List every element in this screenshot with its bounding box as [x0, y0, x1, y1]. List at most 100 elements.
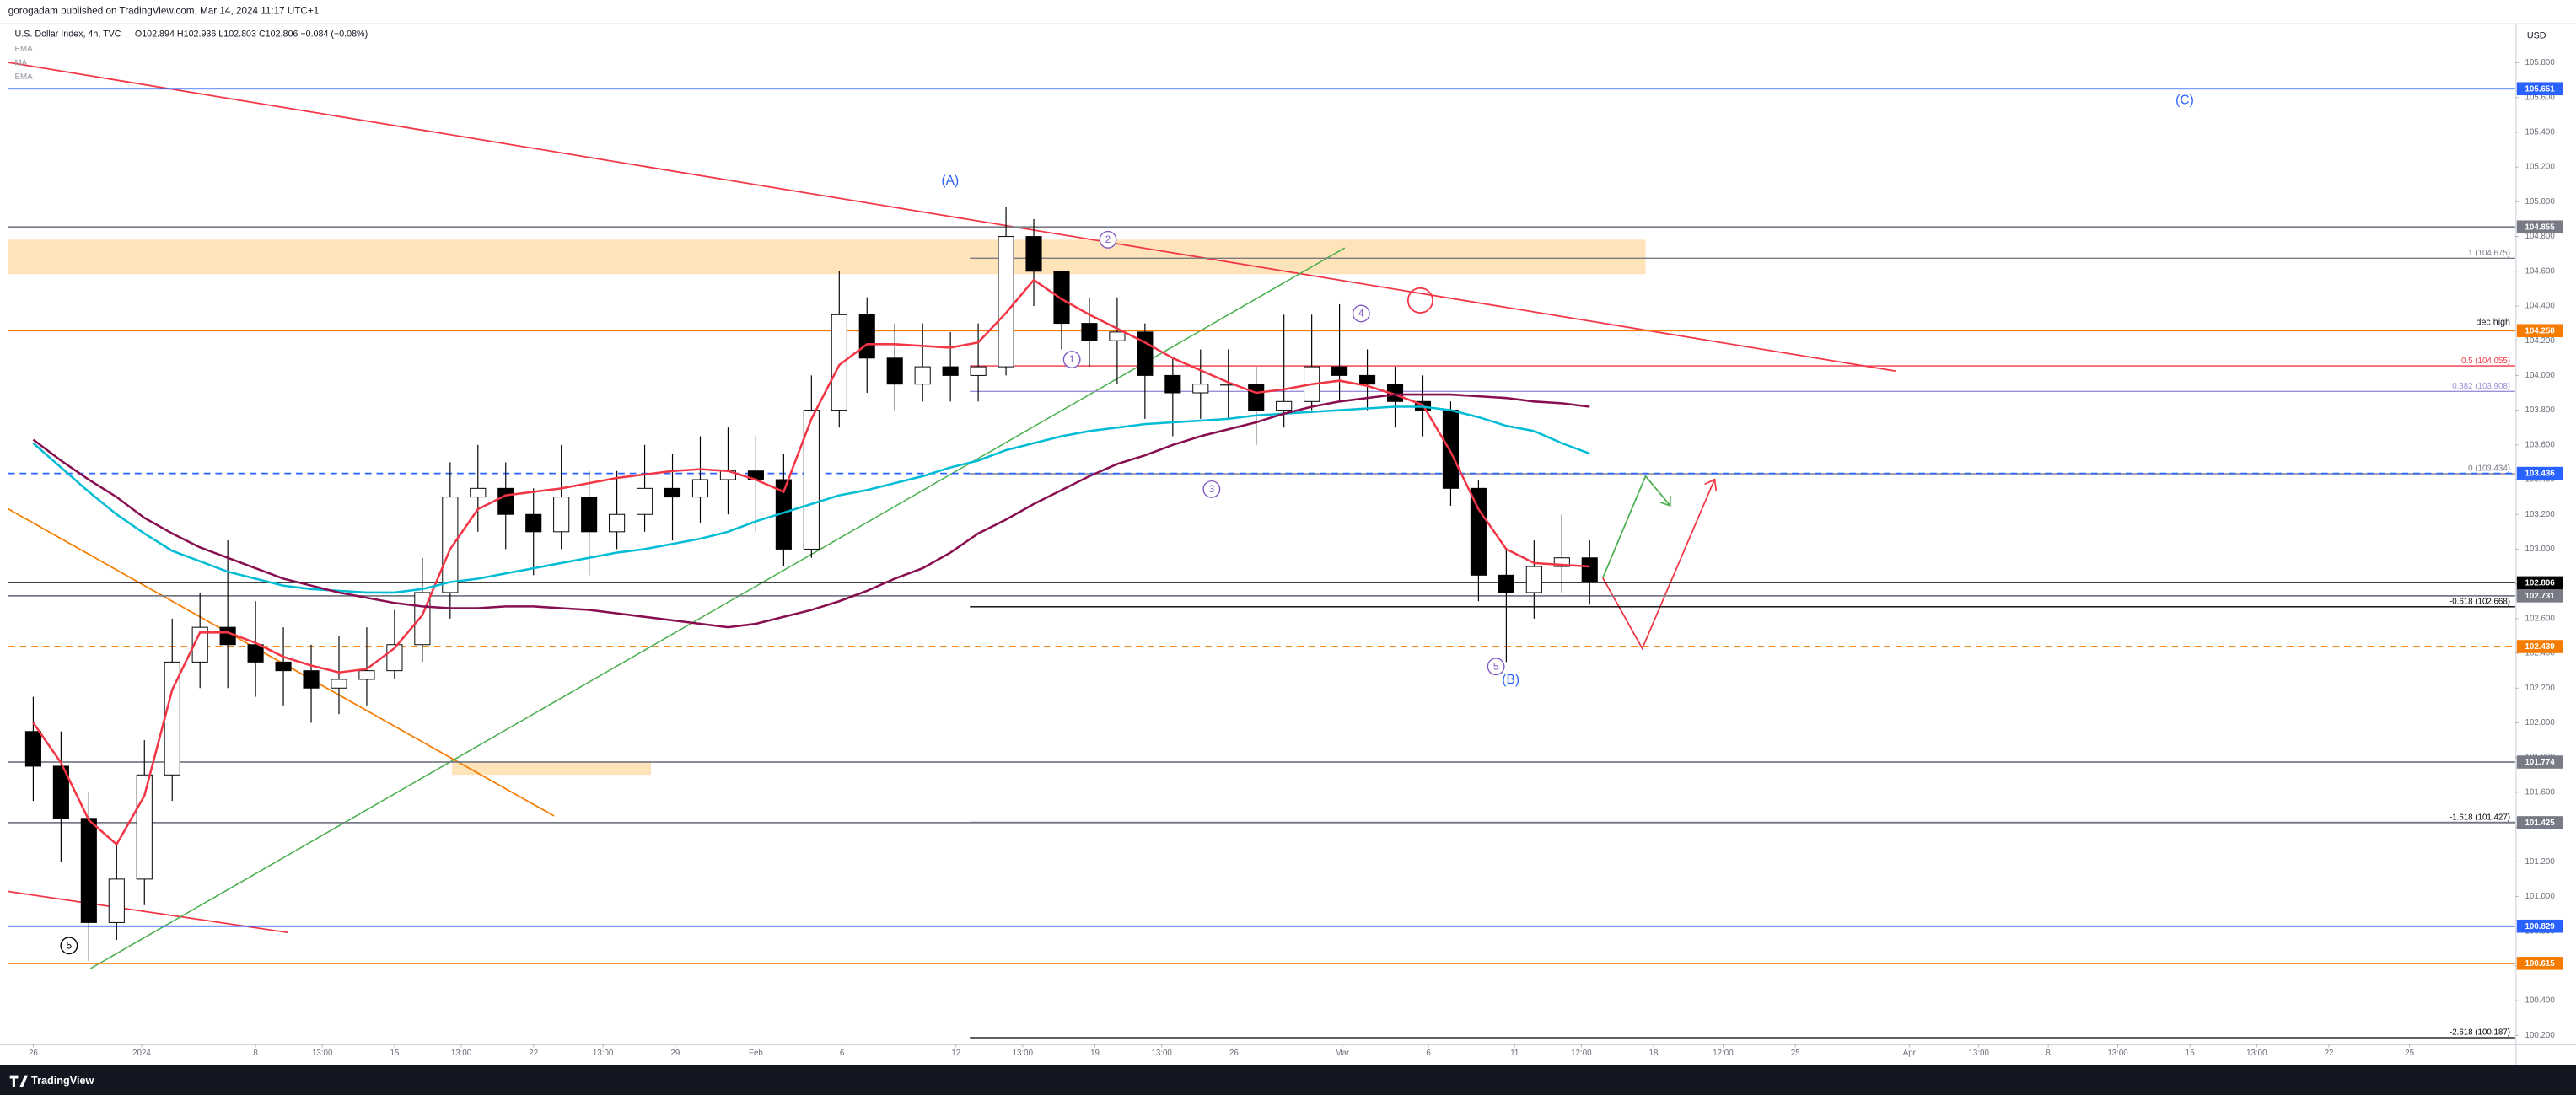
- candle-body: [553, 497, 570, 533]
- candle-body: [970, 366, 987, 376]
- x-tick-label: 22: [2325, 1049, 2334, 1058]
- y-tick-label: 104.400: [2525, 302, 2556, 311]
- x-tick-label: 13:00: [1969, 1049, 1990, 1058]
- y-tick-label: 103.600: [2525, 440, 2556, 449]
- wave-label: (B): [1502, 673, 1519, 687]
- candle-body: [52, 765, 69, 819]
- x-tick-label: 12:00: [1713, 1049, 1734, 1058]
- y-tick-label: 104.000: [2525, 371, 2556, 380]
- price-label-bg: [2516, 640, 2563, 653]
- y-tick-label: 102.400: [2525, 649, 2556, 658]
- price-label: 100.615: [2525, 959, 2556, 969]
- candle-body: [1581, 557, 1598, 583]
- price-label-bg: [2516, 576, 2563, 590]
- candle-body: [1525, 566, 1542, 593]
- ma-line: [32, 405, 1590, 594]
- candle-body: [664, 487, 681, 498]
- x-tick-label: Apr: [1903, 1049, 1917, 1058]
- fib-label: -0.618 (102.668): [2450, 598, 2510, 607]
- candle-body: [831, 314, 847, 411]
- x-tick-label: 12:00: [1571, 1049, 1592, 1058]
- x-tick-label: 22: [529, 1049, 538, 1058]
- candle-body: [136, 774, 153, 880]
- candle-body: [1553, 557, 1570, 567]
- x-tick-label: 13:00: [312, 1049, 333, 1058]
- candle-body: [914, 366, 931, 385]
- y-tick-label: 102.200: [2525, 684, 2556, 693]
- price-label: 102.806: [2525, 579, 2556, 588]
- footer-brand: TradingView: [31, 1075, 94, 1087]
- x-tick-label: 13:00: [1013, 1049, 1034, 1058]
- candle-body: [1164, 374, 1181, 394]
- trend-line: [89, 247, 1346, 969]
- candle-body: [858, 314, 875, 359]
- y-tick-label: 104.800: [2525, 232, 2556, 241]
- trend-line: [8, 62, 1896, 373]
- x-tick-label: 12: [951, 1049, 960, 1058]
- x-tick-label: 15: [2186, 1049, 2195, 1058]
- candle-body: [609, 513, 626, 533]
- price-label: 102.439: [2525, 642, 2556, 652]
- fib-label: -1.618 (101.427): [2450, 813, 2510, 822]
- drawings: [8, 62, 1896, 969]
- candle-body: [998, 236, 1014, 368]
- projection-arrow: [1602, 478, 1718, 651]
- projection-arrow: [1602, 475, 1671, 578]
- candle-body: [1470, 487, 1487, 576]
- fib-label: 0 (103.434): [2468, 464, 2510, 474]
- wave-label: 3: [1209, 484, 1215, 495]
- x-tick-label: 8: [2046, 1049, 2050, 1058]
- candle-body: [942, 366, 959, 376]
- candle-body: [1248, 384, 1265, 411]
- candle-body: [470, 487, 487, 498]
- fib-label: 0.5 (104.055): [2461, 357, 2510, 366]
- candle-body: [1359, 374, 1376, 385]
- price-label-bg: [2516, 324, 2563, 338]
- x-tick-label: 26: [29, 1049, 38, 1058]
- x-tick-label: 29: [670, 1049, 680, 1058]
- wave-label: 2: [1105, 234, 1111, 245]
- chart-title: U.S. Dollar Index, 4h, TVC: [15, 30, 121, 40]
- price-label-bg: [2516, 466, 2563, 480]
- wave-circle: [1202, 480, 1221, 498]
- price-label-bg: [2516, 816, 2563, 829]
- price-label: 104.258: [2525, 326, 2556, 335]
- y-tick-label: 101.600: [2525, 787, 2556, 797]
- candle-body: [1331, 366, 1348, 376]
- price-label: 101.774: [2525, 758, 2556, 767]
- price-label: 103.436: [2525, 470, 2556, 479]
- candle-body: [1109, 331, 1126, 341]
- ohlc: O102.894 H102.936 L102.803 C102.806 −0.0…: [135, 30, 368, 40]
- price-label: 104.855: [2525, 223, 2556, 232]
- candle-body: [581, 497, 598, 533]
- y-tick-label: 103.200: [2525, 510, 2556, 519]
- price-label: 101.425: [2525, 819, 2556, 828]
- y-tick-label: 105.200: [2525, 163, 2556, 172]
- candle-body: [275, 661, 292, 672]
- price-label-bg: [2516, 957, 2563, 970]
- x-tick-label: 8: [253, 1049, 257, 1058]
- x-tick-label: 25: [2405, 1049, 2414, 1058]
- y-tick-label: 102.000: [2525, 718, 2556, 727]
- price-label: 100.829: [2525, 922, 2556, 931]
- wave-circle: [60, 937, 78, 955]
- price-label: 105.651: [2525, 84, 2556, 94]
- y-tick-label: 100.400: [2525, 996, 2556, 1006]
- price-label-bg: [2516, 589, 2563, 603]
- candle-body: [24, 731, 41, 767]
- candle-body: [1137, 331, 1154, 376]
- candle-body: [442, 497, 459, 593]
- candle-body: [1053, 271, 1070, 325]
- logo: [9, 1075, 29, 1087]
- wave-circle: [1487, 658, 1505, 676]
- ma-line: [32, 393, 1590, 629]
- y-tick-label: 102.600: [2525, 614, 2556, 623]
- x-tick-label: 13:00: [451, 1049, 472, 1058]
- wave-label: 1: [1069, 354, 1075, 365]
- fib-label: 0.382 (103.908): [2452, 382, 2510, 391]
- x-tick-label: 6: [840, 1049, 844, 1058]
- y-tick-label: 101.000: [2525, 892, 2556, 901]
- y-tick-label: 105.600: [2525, 93, 2556, 102]
- wave-label: (C): [2175, 93, 2194, 107]
- legend-entry: MA: [15, 59, 28, 68]
